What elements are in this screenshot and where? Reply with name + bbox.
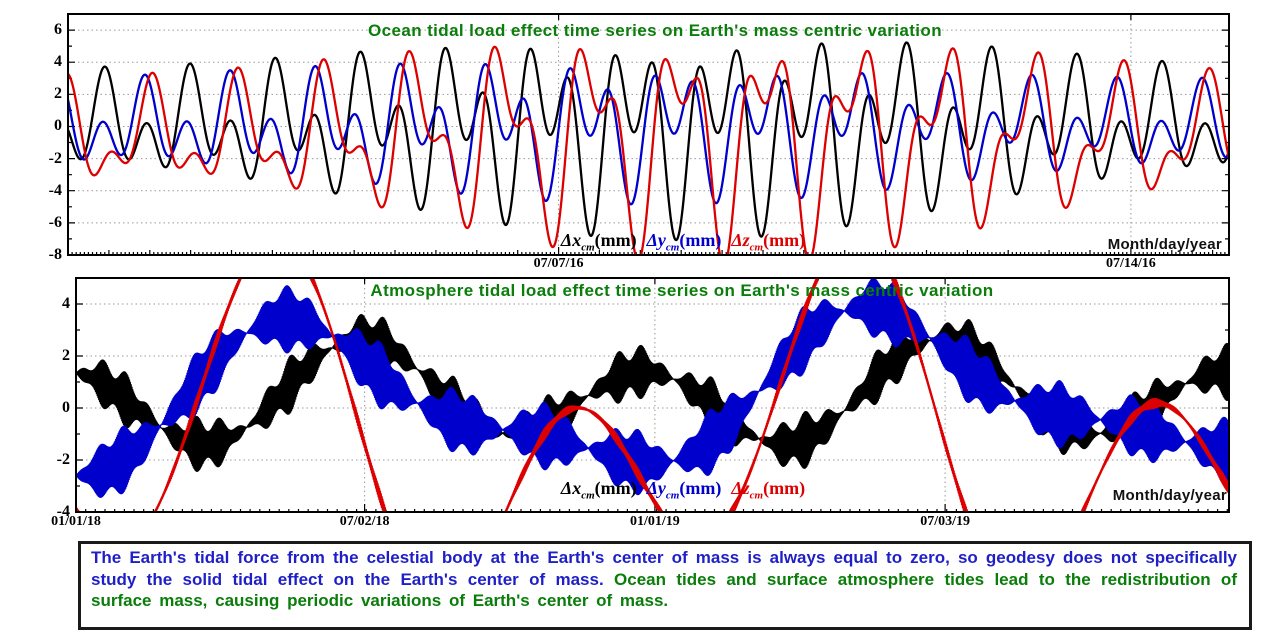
plot-frame (75, 277, 1230, 513)
legend-item-0: Δxcm(mm) (560, 478, 637, 502)
note-text-blue: The Earth's tidal force from the celesti… (91, 548, 1237, 589)
ocean-legend: Δxcm(mm) Δycm(mm) Δzcm(mm) (556, 230, 810, 254)
legend-item-1: Δycm(mm) (646, 230, 722, 254)
legend-item-1: Δycm(mm) (646, 478, 722, 502)
legend-item-2: Δzcm(mm) (731, 478, 806, 502)
series-dz_cm (76, 278, 1229, 512)
series-dz_cm (68, 45, 1229, 255)
series-dx_cm (68, 41, 1229, 242)
series-dy_cm (76, 278, 1229, 498)
axis-note-ocean: Month/day/year (1107, 236, 1222, 253)
ocean-chart (67, 13, 1230, 256)
atmosphere-chart-title: Atmosphere tidal load effect time series… (370, 281, 994, 300)
atmosphere-legend: Δxcm(mm) Δycm(mm) Δzcm(mm) (556, 478, 810, 502)
atmosphere-chart (75, 277, 1230, 513)
legend-item-2: Δzcm(mm) (731, 230, 806, 254)
note-text-green: Ocean tides and surface atmosphere tides… (91, 569, 1237, 611)
axis-note-atmosphere: Month/day/year (1112, 487, 1227, 504)
ocean-chart-title: Ocean tidal load effect time series on E… (368, 21, 942, 40)
series-dy_cm (68, 62, 1229, 206)
plot-frame (67, 13, 1230, 256)
axis-ticks (67, 13, 1229, 256)
legend-item-0: Δxcm(mm) (560, 230, 637, 254)
note-box: The Earth's tidal force from the celesti… (78, 541, 1252, 630)
